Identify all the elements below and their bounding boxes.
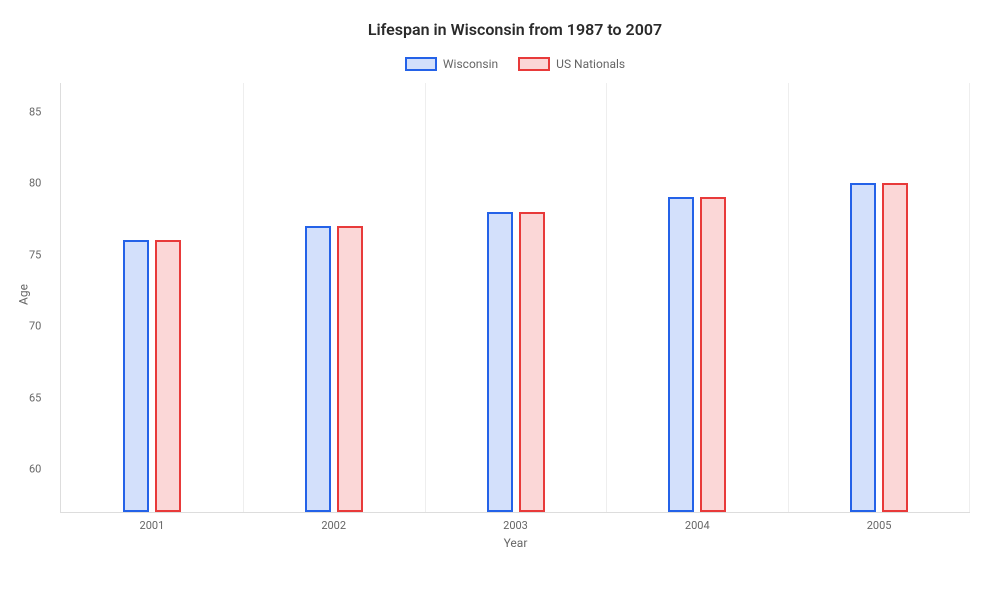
legend-label-wisconsin: Wisconsin [443, 57, 498, 71]
x-tick: 2002 [321, 519, 346, 532]
y-tick: 60 [29, 463, 41, 476]
bar [305, 226, 331, 512]
bar-group [305, 226, 363, 512]
y-tick: 75 [29, 248, 41, 261]
bar [155, 240, 181, 512]
legend: Wisconsin US Nationals [60, 57, 970, 71]
bar [700, 197, 726, 512]
y-axis-label: Age [16, 284, 30, 305]
x-tick: 2001 [140, 519, 165, 532]
x-axis-label: Year [504, 536, 528, 550]
legend-label-us-nationals: US Nationals [556, 57, 625, 71]
chart-title: Lifespan in Wisconsin from 1987 to 2007 [60, 20, 970, 39]
x-tick: 2004 [685, 519, 710, 532]
y-tick: 70 [29, 320, 41, 333]
bar [668, 197, 694, 512]
legend-item-us-nationals: US Nationals [518, 57, 625, 71]
grid-line [969, 83, 970, 512]
y-tick: 80 [29, 177, 41, 190]
bar-group [123, 240, 181, 512]
y-tick: 85 [29, 105, 41, 118]
bar-group [487, 212, 545, 512]
bar [123, 240, 149, 512]
bar-group [850, 183, 908, 512]
y-tick: 65 [29, 391, 41, 404]
grid-line [243, 83, 244, 512]
bar [882, 183, 908, 512]
bar [487, 212, 513, 512]
legend-item-wisconsin: Wisconsin [405, 57, 498, 71]
x-tick: 2005 [867, 519, 892, 532]
legend-swatch-us-nationals [518, 57, 550, 71]
bar [337, 226, 363, 512]
chart-container: Lifespan in Wisconsin from 1987 to 2007 … [0, 0, 1000, 600]
grid-line [425, 83, 426, 512]
grid-line [606, 83, 607, 512]
bar-group [668, 197, 726, 512]
legend-swatch-wisconsin [405, 57, 437, 71]
plot-area: Age Year 6065707580852001200220032004200… [60, 83, 970, 513]
bar [519, 212, 545, 512]
bar [850, 183, 876, 512]
grid-line [788, 83, 789, 512]
x-tick: 2003 [503, 519, 528, 532]
